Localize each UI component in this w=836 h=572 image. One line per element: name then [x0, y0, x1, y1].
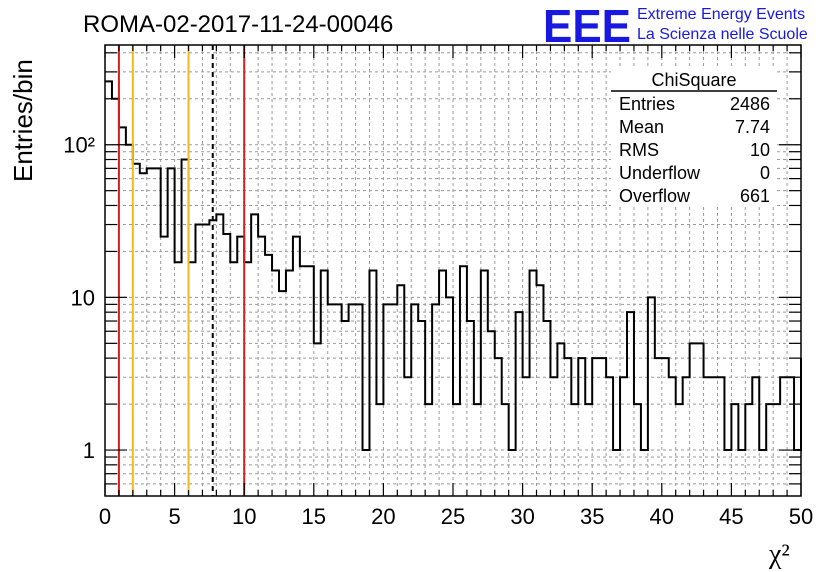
stats-value: 7.74 — [735, 117, 770, 137]
histogram-bin — [620, 377, 627, 496]
y-axis-label: Entries/bin — [8, 59, 38, 182]
stats-label: Mean — [619, 117, 664, 137]
histogram-bin — [140, 173, 147, 496]
histogram-step-line — [105, 80, 802, 452]
histogram-bin — [543, 321, 550, 496]
histogram-bin — [592, 358, 599, 496]
histogram-bin — [119, 127, 126, 496]
histogram-bin — [349, 304, 356, 496]
histogram-bin — [314, 343, 321, 496]
x-tick-label: 0 — [99, 504, 111, 529]
histogram-bin — [488, 331, 495, 496]
histogram-bin — [780, 377, 787, 496]
histogram-bin — [251, 214, 258, 496]
histogram-bin — [126, 145, 133, 496]
histogram-bin — [550, 377, 557, 496]
histogram-bin — [133, 164, 140, 496]
histogram-bin — [467, 321, 474, 496]
histogram-bin — [383, 304, 390, 496]
stats-value: 0 — [760, 163, 770, 183]
histogram-bin — [307, 266, 314, 496]
stats-box: ChiSquare Entries 2486 Mean 7.74 RMS 10 Underf… — [611, 67, 777, 207]
histogram-bin — [265, 255, 272, 496]
histogram-bin — [557, 343, 564, 496]
histogram-bin — [300, 266, 307, 496]
x-tick-label: 35 — [580, 504, 604, 529]
histogram-bin — [711, 377, 718, 496]
x-tick-label: 15 — [302, 504, 326, 529]
y-tick-label: 10 — [71, 285, 95, 310]
eee-logo-text: EEE — [543, 0, 631, 52]
histogram-bin — [154, 168, 161, 496]
histogram-bin — [523, 377, 530, 496]
histogram-bin — [752, 377, 759, 496]
stats-rows: Entries 2486 Mean 7.74 RMS 10 Underflow 0 Overfl… — [619, 94, 770, 206]
histogram-bin — [648, 297, 655, 496]
org-subtitle: La Scienza nelle Scuole — [637, 26, 808, 43]
x-tick-label: 20 — [371, 504, 395, 529]
histogram-bin — [606, 377, 613, 496]
histogram-bin — [147, 168, 154, 496]
histogram-bin — [446, 297, 453, 496]
x-tick-label: 50 — [789, 504, 813, 529]
histogram-bin — [669, 377, 676, 496]
histogram-bin — [655, 358, 662, 496]
stats-label: Overflow — [619, 186, 691, 206]
histogram-bin — [460, 266, 467, 496]
x-tick-label: 40 — [650, 504, 674, 529]
stats-label: RMS — [619, 140, 659, 160]
stats-value: 661 — [740, 186, 770, 206]
histogram-bin — [578, 358, 585, 496]
histogram-bin — [356, 304, 363, 496]
histogram-bin — [168, 168, 175, 496]
stats-title: ChiSquare — [651, 70, 736, 90]
stats-label: Entries — [619, 94, 675, 114]
histogram-bin — [105, 81, 112, 496]
histogram-bin — [683, 377, 690, 496]
histogram-bin — [216, 214, 223, 496]
histogram-bin — [787, 377, 794, 496]
y-axis-ticks: 1 10 10² — [63, 52, 801, 485]
run-title: ROMA-02-2017-11-24-00046 — [83, 11, 393, 38]
histogram-bin — [404, 377, 411, 496]
histogram-bin — [717, 377, 724, 496]
x-tick-label: 45 — [719, 504, 743, 529]
histogram-bin — [704, 377, 711, 496]
y-tick-label: 10² — [63, 133, 95, 158]
histogram-bars — [105, 80, 802, 496]
x-axis-label: χ² — [768, 539, 790, 570]
histogram-bin — [202, 225, 209, 496]
x-tick-label: 5 — [168, 504, 180, 529]
x-axis-ticks: 0 5 10 15 20 25 30 35 40 45 50 — [99, 45, 813, 529]
histogram-bin — [342, 321, 349, 496]
histogram-bin — [195, 225, 202, 496]
org-name: Extreme Energy Events — [637, 6, 805, 23]
x-tick-label: 30 — [510, 504, 534, 529]
histogram-bin — [690, 343, 697, 496]
histogram-bin — [328, 304, 335, 496]
histogram-bin — [599, 358, 606, 496]
x-tick-label: 10 — [232, 504, 256, 529]
stats-label: Underflow — [619, 163, 701, 183]
histogram-bin — [182, 160, 189, 496]
histogram-bin — [564, 358, 571, 496]
histogram-bin — [697, 343, 704, 496]
histogram-bin — [432, 304, 439, 496]
histogram-bin — [495, 358, 502, 496]
histogram-bin — [335, 304, 342, 496]
histogram-bin — [418, 321, 425, 496]
histogram-bin — [411, 304, 418, 496]
y-tick-label: 1 — [83, 438, 95, 463]
eee-logo: EEE Extreme Energy Events La Scienza nel… — [543, 0, 808, 52]
threshold-lines — [117, 45, 246, 496]
histogram-bin — [662, 358, 669, 496]
stats-value: 10 — [750, 140, 770, 160]
x-tick-label: 25 — [441, 504, 465, 529]
histogram-bin — [390, 304, 397, 496]
stats-value: 2486 — [730, 94, 770, 114]
